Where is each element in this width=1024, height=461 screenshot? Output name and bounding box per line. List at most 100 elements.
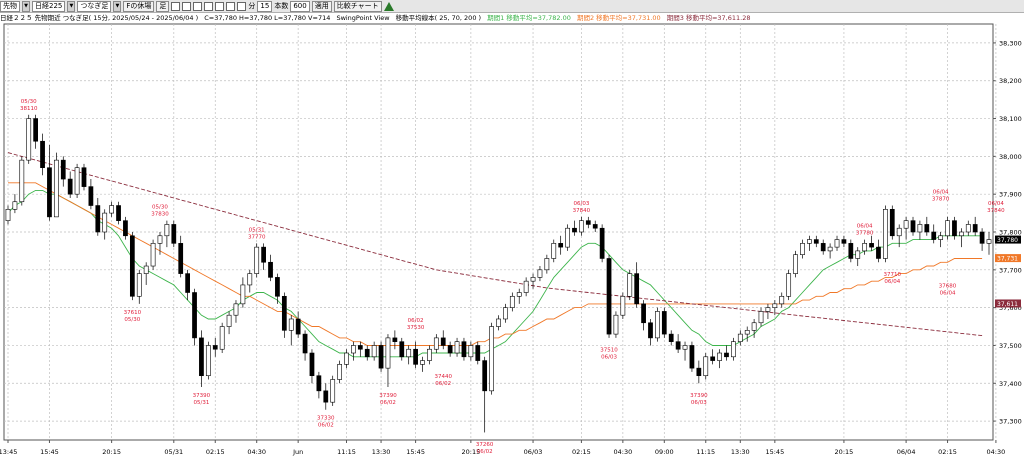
candle-down <box>710 356 716 361</box>
mode-value: つなぎ足 <box>80 1 109 10</box>
candle-down <box>606 258 612 335</box>
candle-down <box>889 209 895 237</box>
option-checkbox-6[interactable] <box>226 1 236 11</box>
candle-down <box>40 140 45 169</box>
ma-params: 移動平均線本( 25, 70, 200 ) <box>395 14 482 22</box>
swing-low-value: 37440 <box>434 374 452 380</box>
y-tick-label: 38,000 <box>999 153 1022 161</box>
ma1-readout: 期間1 移動平均=37,782.00 <box>487 14 571 22</box>
candle-down <box>192 292 197 339</box>
candle-down <box>675 341 681 350</box>
ma-line-3 <box>7 152 983 337</box>
y-tick-label: 37,900 <box>999 191 1022 199</box>
swing-low-date: 05/31 <box>194 400 210 406</box>
swing-high-date: 06/04 <box>988 201 1004 207</box>
index-dropdown-icon[interactable]: ▼ <box>67 0 76 12</box>
swing-high-value: 37830 <box>151 212 169 218</box>
candle-up <box>758 311 764 324</box>
current-price-tag-bg <box>995 235 1021 244</box>
candle-down <box>475 345 481 361</box>
candle-down <box>81 167 87 187</box>
candle-down <box>413 348 418 365</box>
current-price-tag-label: 37,780 <box>997 237 1018 244</box>
x-tick-label: 06/03 <box>524 448 543 456</box>
swing-high-date: 06/04 <box>933 190 949 196</box>
option-checkbox-4[interactable] <box>204 1 214 11</box>
candle-up <box>537 269 543 278</box>
candle-up <box>530 277 536 282</box>
candle-up <box>406 348 412 358</box>
index-value: 日経225 <box>35 1 63 10</box>
x-tick-label: 09:00 <box>655 448 674 456</box>
candle-up <box>503 307 508 320</box>
candle-down <box>212 345 218 350</box>
ohlc-readout: C=37,780 H=37,780 L=37,780 V=714 <box>204 14 331 22</box>
candle-up <box>896 227 902 237</box>
x-tick-label: 15:45 <box>406 448 425 456</box>
count-input[interactable]: 600 <box>290 0 310 12</box>
view-label: SwingPoint View <box>336 14 390 22</box>
swing-low-value: 37390 <box>379 393 397 399</box>
candle-down <box>869 243 874 248</box>
mode-dropdown-icon[interactable]: ▼ <box>113 0 122 12</box>
candle-down <box>60 159 66 180</box>
x-tick-label: 13:45 <box>0 448 17 456</box>
candle-down <box>634 273 640 305</box>
ma-line-1 <box>7 189 983 358</box>
ma3-price-tag-bg <box>995 299 1021 308</box>
swing-low-date: 06/04 <box>884 279 900 285</box>
swing-high-value: 37780 <box>856 231 874 237</box>
swing-low-value: 37610 <box>124 310 142 316</box>
swing-low-date: 06/02 <box>318 423 334 429</box>
candle-down <box>931 231 937 240</box>
market-dropdown-icon[interactable]: ▼ <box>22 0 30 12</box>
option-checkbox-2[interactable] <box>182 1 192 11</box>
candle-up <box>19 159 25 203</box>
market-select[interactable]: 先物 <box>0 0 20 12</box>
candle-down <box>378 345 384 369</box>
candle-up <box>150 243 156 267</box>
interval-input[interactable]: 15 <box>257 0 273 12</box>
option-checkbox-3[interactable] <box>193 1 203 11</box>
candle-up <box>793 254 798 274</box>
apply-button[interactable]: 適用 <box>311 0 332 12</box>
x-tick-label: 20:15 <box>102 448 121 456</box>
candle-down <box>129 235 135 297</box>
candle-up <box>862 243 868 252</box>
candle-down <box>392 337 398 342</box>
session-button[interactable]: Fの休場 <box>123 0 155 12</box>
swing-high-value: 38110 <box>20 106 38 112</box>
candle-up <box>516 292 522 297</box>
candle-down <box>661 311 667 335</box>
compare-chart-button[interactable]: 比較チャート <box>333 0 382 12</box>
green-arrow-icon[interactable] <box>383 1 394 11</box>
ma2-readout: 期間2 移動平均=37,731.00 <box>576 14 661 22</box>
candle-down <box>924 224 930 233</box>
candle-down <box>171 224 177 244</box>
candle-down <box>295 318 301 335</box>
candle-down <box>302 333 308 354</box>
option-checkbox[interactable] <box>171 1 181 11</box>
candle-down <box>364 348 370 358</box>
mode-select[interactable]: つなぎ足 <box>77 0 112 12</box>
swing-low-value: 37390 <box>690 393 708 399</box>
x-tick-label: 05/31 <box>164 448 183 456</box>
candle-down <box>185 273 190 293</box>
swing-low-date: 06/02 <box>477 449 493 455</box>
candle-down <box>88 186 94 206</box>
bar-button[interactable]: 足 <box>156 0 170 12</box>
option-checkbox-7[interactable] <box>237 1 247 11</box>
x-tick-label: 02:15 <box>938 448 957 456</box>
swing-low-date: 06/02 <box>380 400 396 406</box>
swing-low-value: 37330 <box>317 416 335 422</box>
candle-down <box>876 246 881 259</box>
chart-title: 日経２２５ 先物期近 つなぎ足( 15分, 2025/05/24 - 2025/… <box>0 14 199 22</box>
candle-up <box>164 224 170 237</box>
candle-up <box>834 239 840 248</box>
option-checkbox-5[interactable] <box>215 1 225 11</box>
swing-high-date: 05/31 <box>249 227 265 233</box>
candle-down <box>648 322 653 339</box>
candle-up <box>420 360 425 365</box>
index-select[interactable]: 日経225 <box>32 0 66 12</box>
